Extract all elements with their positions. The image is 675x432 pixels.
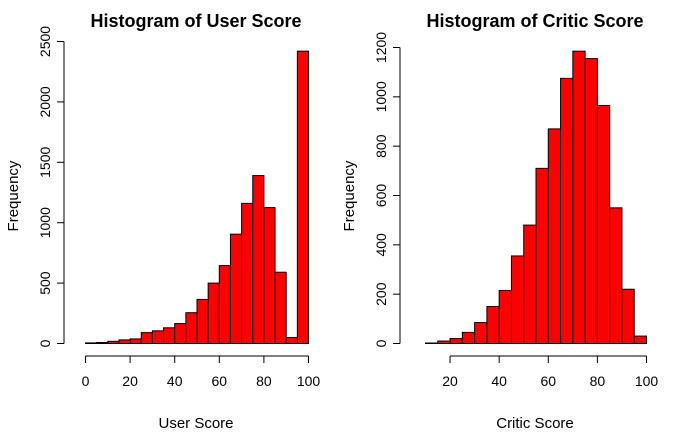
x-axis-label: Critic Score <box>496 415 574 432</box>
histogram-bar <box>609 207 623 344</box>
y-axis: 0 500 1000 1500 2000 2500 <box>37 26 65 347</box>
histogram-bar <box>174 323 187 344</box>
histogram-bar <box>523 224 537 345</box>
y-tick-label: 600 <box>373 184 389 208</box>
x-axis-label: User Score <box>158 415 233 432</box>
x-tick-label: 20 <box>442 373 458 389</box>
histogram-bar <box>118 339 131 345</box>
y-tick-label: 2000 <box>37 86 53 117</box>
y-tick-label: 0 <box>373 339 389 347</box>
chart-title: Histogram of User Score <box>90 11 301 31</box>
x-tick-label: 80 <box>256 373 272 389</box>
histogram-bar <box>163 327 176 344</box>
y-tick-label: 0 <box>37 339 53 347</box>
y-axis-label: Frequency <box>341 160 358 231</box>
histogram-bar <box>510 255 525 344</box>
histogram-bar <box>85 342 98 344</box>
histogram-bar <box>498 289 512 345</box>
histogram-bar <box>96 342 109 344</box>
histogram-bar <box>218 265 231 345</box>
x-axis: 0 20 40 60 80 100 <box>82 355 321 389</box>
y-tick-label: 800 <box>373 134 389 158</box>
histogram-bar <box>252 175 265 344</box>
y-tick-label: 500 <box>37 271 53 295</box>
histogram-bar <box>196 298 209 344</box>
y-axis-label: Frequency <box>5 160 22 231</box>
histogram-bar <box>263 207 276 344</box>
histogram-bar <box>621 288 635 345</box>
x-tick-label: 20 <box>122 373 138 389</box>
x-tick-label: 80 <box>590 373 606 389</box>
y-tick-label: 200 <box>373 282 389 306</box>
x-tick-label: 100 <box>635 373 659 389</box>
histogram-bar <box>229 233 243 344</box>
histogram-bar <box>296 50 310 344</box>
histogram-bar <box>151 330 165 345</box>
histogram-bar <box>437 340 451 344</box>
histogram-bar <box>285 336 298 344</box>
chart-title: Histogram of Critic Score <box>426 11 643 31</box>
histogram-bar <box>129 338 142 345</box>
histogram-bar <box>547 128 562 344</box>
y-tick-label: 2500 <box>37 26 53 57</box>
histogram-bar <box>474 322 488 344</box>
x-tick-label: 40 <box>491 373 507 389</box>
y-tick-label: 400 <box>373 233 389 257</box>
histogram-bar <box>633 335 648 345</box>
histogram-bar <box>241 202 254 344</box>
y-axis: 0 200 400 600 800 1000 1200 <box>373 32 401 347</box>
x-tick-label: 60 <box>212 373 228 389</box>
x-tick-label: 0 <box>82 373 90 389</box>
y-tick-label: 1000 <box>373 81 389 112</box>
x-tick-label: 60 <box>540 373 556 389</box>
histogram-bar <box>107 340 120 344</box>
histogram-bar <box>486 306 500 344</box>
critic-score-panel: Histogram of Critic Score Critic Score F… <box>341 11 658 432</box>
x-tick-label: 40 <box>167 373 183 389</box>
y-tick-label: 1000 <box>37 207 53 238</box>
y-tick-label: 1200 <box>373 32 389 63</box>
histogram-bar <box>461 331 476 344</box>
histogram-bar <box>274 271 287 344</box>
histogram-bar <box>560 77 574 344</box>
histogram-bar <box>207 282 220 345</box>
bars-group <box>425 50 648 345</box>
user-score-panel: Histogram of User Score User Score Frequ… <box>5 11 320 432</box>
y-tick-label: 1500 <box>37 147 53 178</box>
histogram-bar <box>449 338 463 345</box>
x-tick-label: 100 <box>297 373 321 389</box>
histogram-bar <box>185 312 198 345</box>
histogram-bar <box>535 167 549 344</box>
histogram-bar <box>596 104 611 345</box>
histogram-bar <box>140 332 153 344</box>
histogram-bar <box>584 58 598 344</box>
x-axis: 20 40 60 80 100 <box>442 355 659 389</box>
bars-group <box>85 50 310 345</box>
histogram-bar <box>572 50 586 344</box>
